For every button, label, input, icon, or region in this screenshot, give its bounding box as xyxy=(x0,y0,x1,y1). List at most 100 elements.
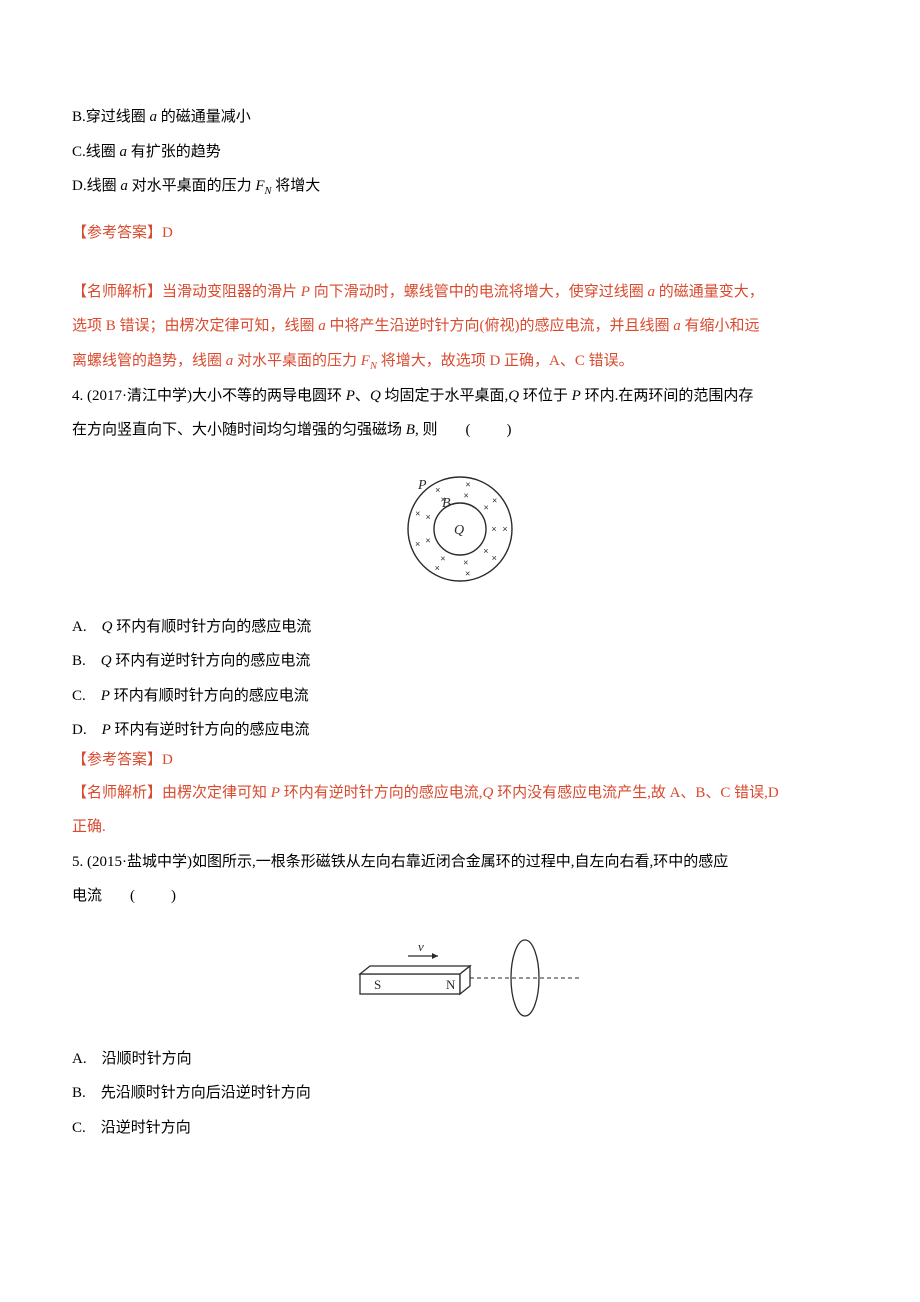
q3-explain: 【名师解析】当滑动变阻器的滑片 P 向下滑动时，螺线管中的电流将增大，使穿过线圈… xyxy=(72,275,848,310)
text: 离螺线管的趋势，线圈 xyxy=(72,353,226,369)
svg-text:N: N xyxy=(446,977,456,992)
q4-figure: ××××××××××××××××××PBQ xyxy=(72,462,848,592)
text: 环内.在两环间的范围内存 xyxy=(581,388,754,404)
q5-options: A. 沿顺时针方向 B. 先沿顺时针方向后沿逆时针方向 C. 沿逆时针方向 xyxy=(72,1042,848,1146)
svg-text:×: × xyxy=(425,535,430,545)
q3-option-c: C.线圈 a 有扩张的趋势 xyxy=(72,135,848,170)
q4-explain-l2: 正确. xyxy=(72,810,848,845)
var-a: a xyxy=(120,178,128,194)
svg-text:×: × xyxy=(502,524,507,534)
text: 环内有逆时针方向的感应电流 xyxy=(112,653,311,669)
svg-text:P: P xyxy=(417,478,427,493)
var-a: a xyxy=(150,109,158,125)
text: 对水平桌面的压力 xyxy=(128,178,256,194)
sep: 、 xyxy=(355,388,370,404)
text: 环内有逆时针方向的感应电流 xyxy=(111,722,310,738)
text: 的磁通量变大， xyxy=(655,284,764,300)
text: 环内有顺时针方向的感应电流 xyxy=(112,619,311,635)
var-q: Q xyxy=(370,388,381,404)
var-p: P xyxy=(301,284,310,300)
var-a: a xyxy=(647,284,655,300)
text: 向下滑动时，螺线管中的电流将增大，使穿过线圈 xyxy=(310,284,648,300)
text: B. xyxy=(72,653,101,669)
q3-explain-l3: 离螺线管的趋势，线圈 a 对水平桌面的压力 FN 将增大，故选项 D 正确，A、… xyxy=(72,344,848,379)
q3-answer: 【参考答案】D xyxy=(72,216,848,251)
text: B.穿过线圈 xyxy=(72,109,150,125)
answer-value: D xyxy=(162,752,173,768)
q3-option-d: D.线圈 a 对水平桌面的压力 FN 将增大 xyxy=(72,169,848,204)
var: P xyxy=(102,722,111,738)
text: 电流 xyxy=(72,888,102,904)
var-f: F xyxy=(255,178,264,194)
paren: ( ) xyxy=(465,422,513,438)
svg-text:×: × xyxy=(491,524,496,534)
num: 4. xyxy=(72,388,83,404)
explain-label: 【名师解析】 xyxy=(72,284,162,300)
svg-text:×: × xyxy=(435,563,440,573)
text: 环位于 xyxy=(519,388,572,404)
answer-value: D xyxy=(162,225,173,241)
svg-text:×: × xyxy=(463,557,468,567)
q3-explain-l2: 选项 B 错误；由楞次定律可知，线圈 a 中将产生沿逆时针方向(俯视)的感应电流… xyxy=(72,309,848,344)
text: 的磁通量减小 xyxy=(157,109,251,125)
text: , 则 xyxy=(415,422,438,438)
svg-text:×: × xyxy=(484,502,489,512)
paren: ( ) xyxy=(130,888,178,904)
q5-stem-l1: 5. (2015·盐城中学)如图所示,一根条形磁铁从左向右靠近闭合金属环的过程中… xyxy=(72,845,848,880)
text: 均固定于水平桌面, xyxy=(381,388,509,404)
text: 由楞次定律可知 xyxy=(162,785,271,801)
q4-option-a: A. Q 环内有顺时针方向的感应电流 xyxy=(72,610,848,645)
q5-figure: SNv xyxy=(72,928,848,1024)
q4-answer: 【参考答案】D xyxy=(72,748,848,772)
text: C.线圈 xyxy=(72,144,120,160)
svg-text:×: × xyxy=(425,512,430,522)
text: D. xyxy=(72,722,102,738)
num: 5. xyxy=(72,854,83,870)
q3-option-b: B.穿过线圈 a 的磁通量减小 xyxy=(72,100,848,135)
explain-label: 【名师解析】 xyxy=(72,785,162,801)
text: 中将产生沿逆时针方向(俯视)的感应电流，并且线圈 xyxy=(326,318,674,334)
q4-options: A. Q 环内有顺时针方向的感应电流 B. Q 环内有逆时针方向的感应电流 C.… xyxy=(72,610,848,748)
text: 在方向竖直向下、大小随时间均匀增强的匀强磁场 xyxy=(72,422,406,438)
q5-option-c: C. 沿逆时针方向 xyxy=(72,1111,848,1146)
var-q: Q xyxy=(508,388,519,404)
var-f: F xyxy=(361,353,370,369)
var-a: a xyxy=(673,318,681,334)
text: 将增大，故选项 D 正确，A、C 错误。 xyxy=(377,353,634,369)
var: Q xyxy=(102,619,113,635)
svg-text:×: × xyxy=(465,480,470,490)
svg-text:×: × xyxy=(415,508,420,518)
text: 对水平桌面的压力 xyxy=(233,353,361,369)
q4-option-d: D. P 环内有逆时针方向的感应电流 xyxy=(72,713,848,748)
var-p: P xyxy=(271,785,280,801)
var-p: P xyxy=(572,388,581,404)
text: 有缩小和远 xyxy=(681,318,760,334)
svg-text:×: × xyxy=(435,485,440,495)
svg-text:B: B xyxy=(442,496,451,511)
q4-option-b: B. Q 环内有逆时针方向的感应电流 xyxy=(72,644,848,679)
var-p: P xyxy=(346,388,355,404)
text: A. xyxy=(72,619,102,635)
text: 环内没有感应电流产生,故 A、B、C 错误,D xyxy=(493,785,778,801)
var: P xyxy=(101,688,110,704)
answer-label: 【参考答案】 xyxy=(72,752,162,768)
text: 将增大 xyxy=(272,178,321,194)
src: (2017·清江中学)大小不等的两导电圆环 xyxy=(83,388,346,404)
var: Q xyxy=(101,653,112,669)
text: 当滑动变阻器的滑片 xyxy=(162,284,301,300)
text: 环内有逆时针方向的感应电流, xyxy=(280,785,483,801)
text: 环内有顺时针方向的感应电流 xyxy=(110,688,309,704)
var-a: a xyxy=(120,144,128,160)
q5-option-b: B. 先沿顺时针方向后沿逆时针方向 xyxy=(72,1076,848,1111)
q4-explain: 【名师解析】由楞次定律可知 P 环内有逆时针方向的感应电流,Q 环内没有感应电流… xyxy=(72,776,848,811)
svg-text:×: × xyxy=(483,546,488,556)
q4-stem-l1: 4. (2017·清江中学)大小不等的两导电圆环 P、Q 均固定于水平桌面,Q … xyxy=(72,379,848,414)
text: 选项 B 错误；由楞次定律可知，线圈 xyxy=(72,318,318,334)
text: C. xyxy=(72,688,101,704)
var-b: B xyxy=(406,422,415,438)
svg-text:Q: Q xyxy=(454,523,464,538)
svg-text:v: v xyxy=(418,939,424,954)
q5-option-a: A. 沿顺时针方向 xyxy=(72,1042,848,1077)
svg-text:×: × xyxy=(440,553,445,563)
svg-text:×: × xyxy=(465,568,470,578)
